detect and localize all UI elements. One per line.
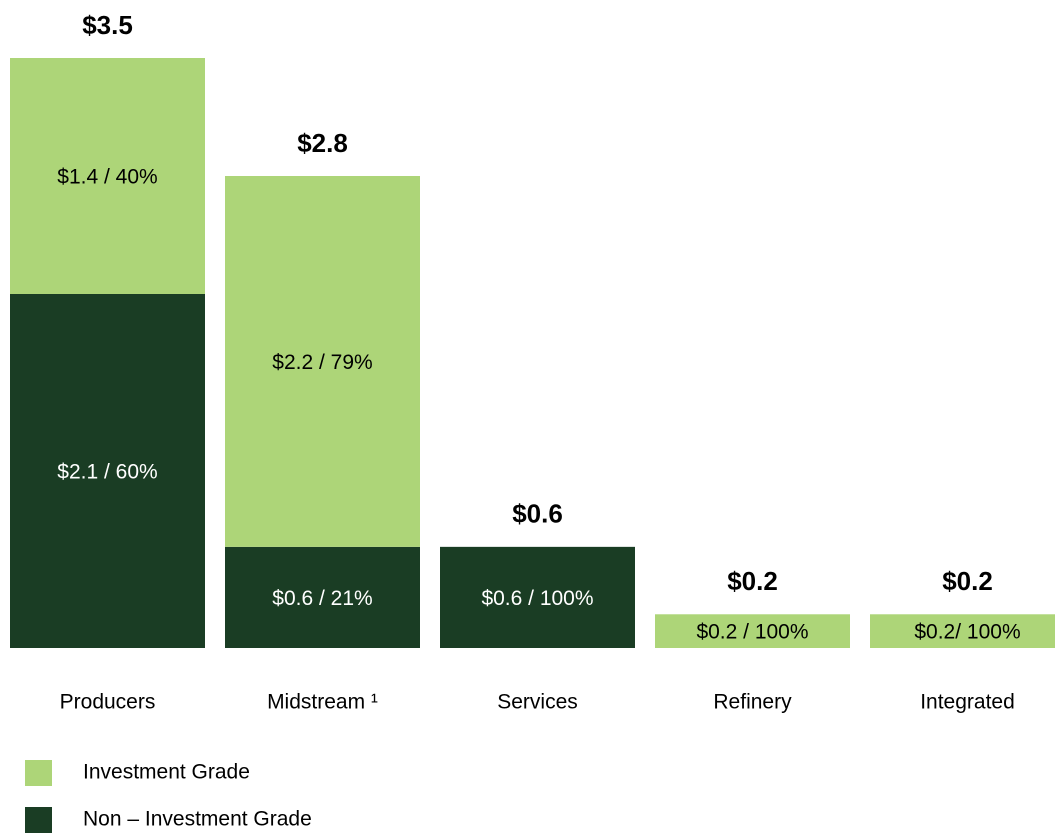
segment-label: $2.2 / 79% (272, 351, 372, 374)
x-tick-label: Services (497, 691, 578, 714)
segment-label: $0.2 / 100% (696, 621, 808, 644)
total-label: $0.2 (942, 566, 993, 596)
bar-segment (225, 546, 420, 648)
segment-label: $0.6 / 100% (481, 587, 593, 610)
total-label: $0.2 (727, 566, 778, 596)
legend-label: Investment Grade (83, 761, 250, 784)
total-label: $3.5 (82, 10, 133, 40)
total-label: $2.8 (297, 128, 348, 158)
x-tick-label: Refinery (713, 691, 792, 714)
x-tick-label: Integrated (920, 691, 1015, 714)
legend-label: Non – Investment Grade (83, 808, 312, 831)
bar-segment (655, 614, 850, 648)
segment-label: $0.6 / 21% (272, 587, 372, 610)
bar-segment (10, 58, 205, 294)
segment-label: $1.4 / 40% (57, 166, 157, 189)
bar-segment (225, 176, 420, 547)
bar-segment (870, 614, 1055, 648)
segment-label: $0.2/ 100% (914, 621, 1020, 644)
legend-swatch (25, 760, 52, 786)
x-tick-label: Midstream ¹ (267, 691, 378, 714)
segment-label: $2.1 / 60% (57, 461, 157, 484)
x-tick-label: Producers (60, 691, 156, 714)
bar-segment (10, 294, 205, 648)
legend-swatch (25, 807, 52, 833)
total-label: $0.6 (512, 499, 563, 529)
bar-segment (440, 546, 635, 648)
